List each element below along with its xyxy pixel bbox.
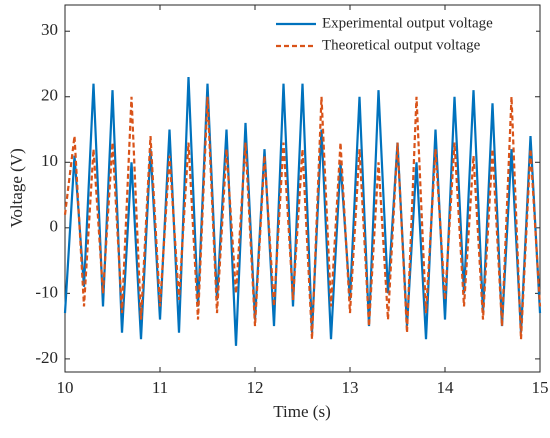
y-tick-label: -10	[35, 282, 58, 301]
y-tick-label: -20	[35, 348, 58, 367]
x-tick-label: 14	[437, 378, 455, 397]
x-tick-label: 15	[532, 378, 549, 397]
x-tick-label: 12	[247, 378, 264, 397]
x-tick-label: 13	[342, 378, 359, 397]
y-axis-label: Voltage (V)	[7, 148, 26, 227]
y-tick-label: 0	[50, 217, 59, 236]
y-tick-label: 30	[41, 20, 58, 39]
y-tick-label: 10	[41, 151, 58, 170]
x-tick-label: 10	[57, 378, 74, 397]
legend-label: Experimental output voltage	[322, 15, 493, 31]
x-tick-label: 11	[152, 378, 168, 397]
legend-box	[268, 12, 536, 62]
legend-label: Theoretical output voltage	[322, 37, 481, 53]
y-tick-label: 20	[41, 86, 58, 105]
series-line	[63, 96, 542, 340]
plot-frame	[64, 4, 541, 373]
x-axis-label: Time (s)	[273, 402, 330, 421]
